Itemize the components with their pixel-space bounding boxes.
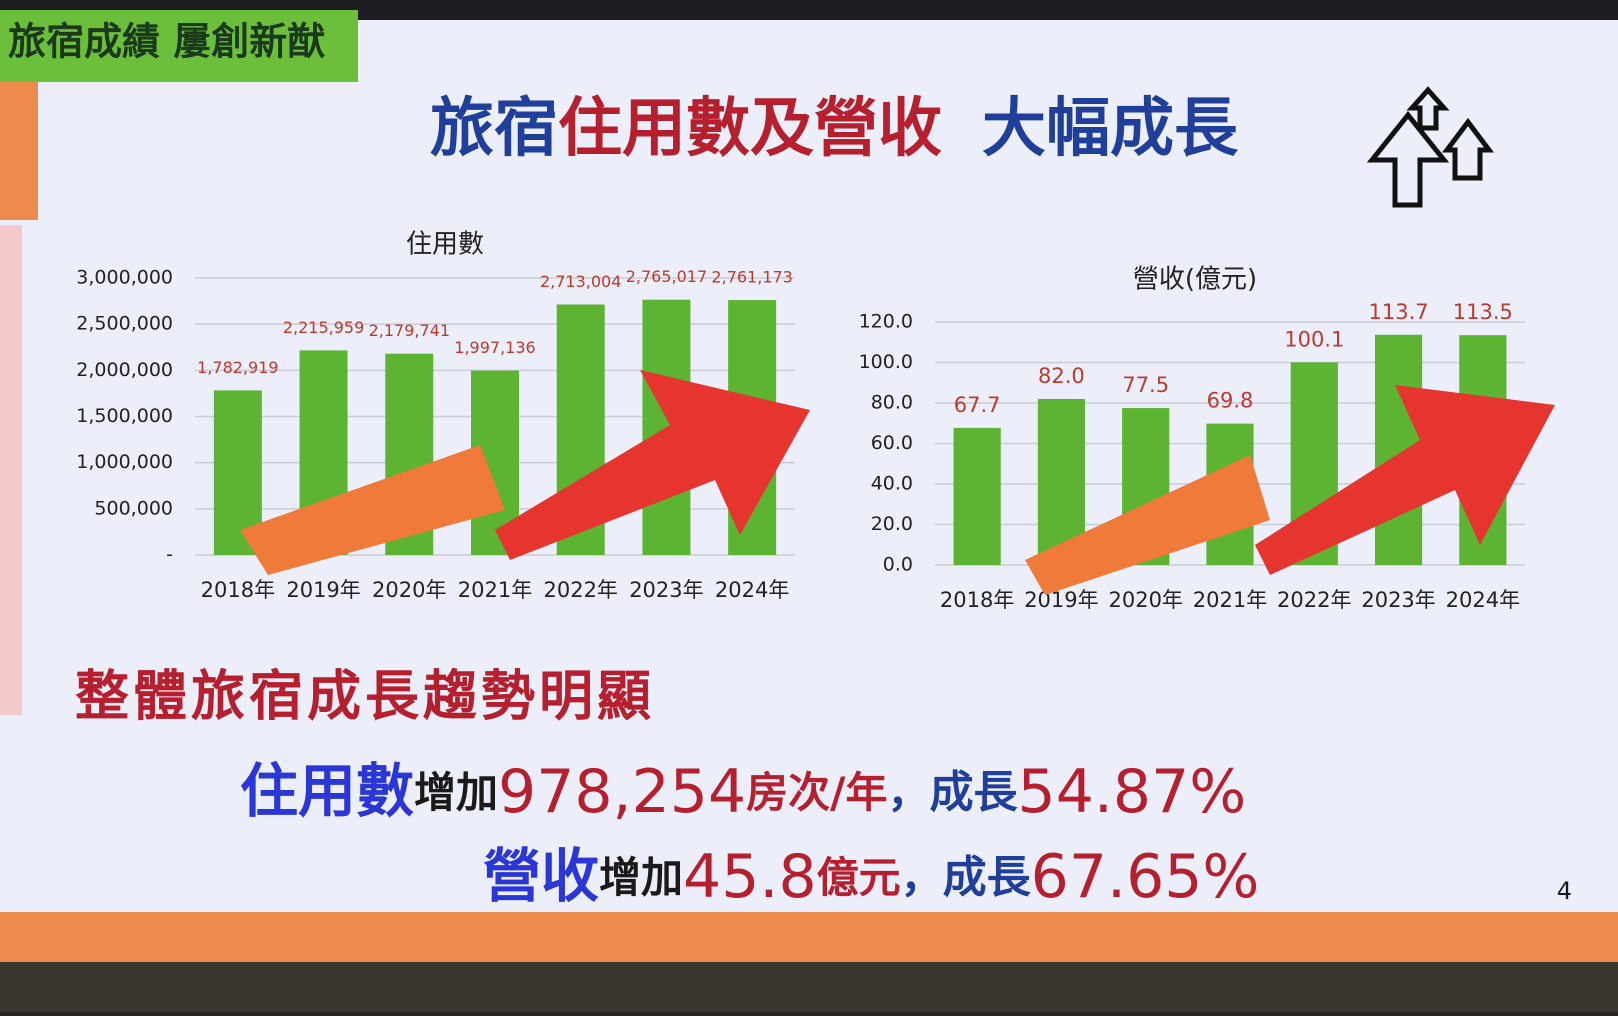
page-number: 4 [1557,877,1572,905]
data-label: 2,215,959 [283,318,364,337]
summary-part: 成長 [930,767,1019,818]
x-tick-label: 2024年 [715,578,789,602]
summary-part: 住用數 [240,757,414,825]
y-tick-label: - [166,544,173,566]
floor [0,962,1618,1012]
x-tick-label: 2024年 [1446,588,1520,612]
y-tick-label: 120.0 [859,311,913,333]
data-label: 67.7 [954,393,1001,417]
data-label: 69.8 [1207,389,1254,413]
title-part: 住用數及營收 [558,92,942,166]
tag: 旅宿成績 屢創新猷 [8,20,325,64]
x-tick-label: 2018年 [201,578,275,602]
data-label: 2,713,004 [540,272,621,291]
x-tick-label: 2023年 [629,578,703,602]
data-label: 113.7 [1369,300,1429,324]
y-tick-label: 100.0 [859,351,913,373]
y-tick-label: 20.0 [871,513,913,535]
data-label: 2,765,017 [626,267,707,286]
y-tick-label: 3,000,000 [76,267,173,289]
data-label: 2,761,173 [711,268,792,287]
summary-line: 營收增加45.8億元，成長67.65% [483,842,1259,912]
y-tick-label: 2,500,000 [76,313,173,335]
summary-heading: 整體旅宿成長趨勢明顯 [75,665,655,728]
x-tick-label: 2021年 [458,578,532,602]
x-tick-label: 2018年 [940,588,1014,612]
summary-part: 成長 [943,852,1032,903]
x-tick-label: 2022年 [543,578,617,602]
title-part: 旅宿 [430,92,558,166]
y-tick-label: 1,500,000 [76,405,173,427]
y-tick-label: 2,000,000 [76,359,173,381]
data-label: 100.1 [1284,327,1344,351]
summary-line: 住用數增加978,254房次/年，成長54.87% [240,757,1246,827]
data-label: 77.5 [1122,373,1169,397]
x-tick-label: 2019年 [1024,588,1098,612]
left-strip-pink [0,225,22,715]
y-tick-label: 60.0 [871,432,913,454]
summary-part: 54.87% [1018,757,1247,827]
data-label: 1,997,136 [454,338,535,357]
bottom-band [0,912,1618,962]
data-label: 2,179,741 [369,321,450,340]
y-tick-label: 500,000 [94,497,173,519]
x-tick-label: 2020年 [372,578,446,602]
summary-part: ， [901,853,943,902]
chart-title: 住用數 [406,230,484,260]
x-tick-label: 2019年 [286,578,360,602]
top-edge [0,0,1618,20]
data-label: 1,782,919 [197,358,278,377]
y-tick-label: 40.0 [871,473,913,495]
trend-arrows [240,370,1555,595]
summary-part: 營收 [483,842,599,910]
summary-part: 房次/年 [746,768,887,817]
slide-bg [0,0,1618,960]
summary-part: 67.65% [1031,842,1260,912]
chart-title: 營收(億元) [1133,265,1257,295]
left-strip [0,60,38,220]
summary-part: ， [888,768,930,817]
x-tick-label: 2020年 [1108,588,1182,612]
x-tick-label: 2023年 [1361,588,1435,612]
up-icon [1366,86,1494,208]
data-label: 82.0 [1038,364,1085,388]
summary-part: 增加 [599,853,683,902]
title-part: 大幅成長 [982,92,1239,166]
y-tick-label: 1,000,000 [76,451,173,473]
x-tick-label: 2022年 [1277,588,1351,612]
data-label: 113.5 [1453,300,1513,324]
tag-bg [0,10,358,82]
x-tick-label: 2021年 [1193,588,1267,612]
slide-title: 旅宿住用數及營收 大幅成長 [430,92,1239,166]
summary-part: 45.8 [683,842,817,912]
y-tick-label: 80.0 [871,392,913,414]
summary-part: 978,254 [498,757,746,827]
summary-part: 億元 [817,853,901,902]
summary-part: 增加 [414,768,498,817]
y-tick-label: 0.0 [883,554,913,576]
bar [953,427,1001,565]
